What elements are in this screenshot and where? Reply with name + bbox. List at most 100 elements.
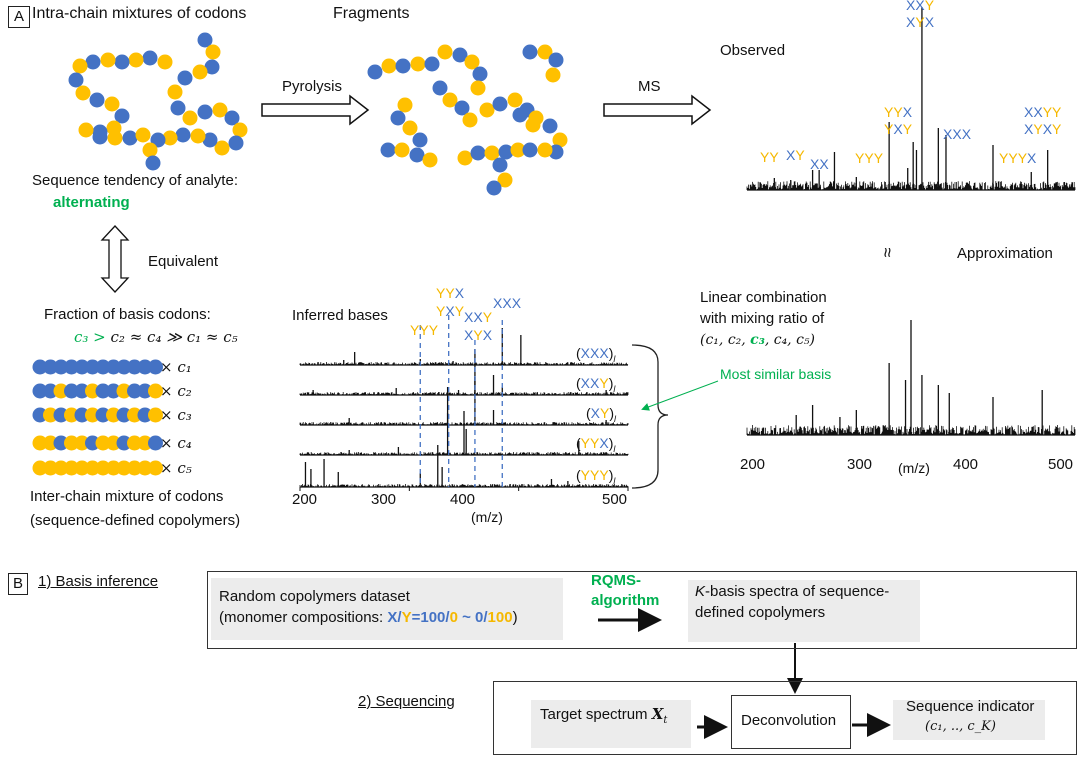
basis-label: (XXY)l (576, 375, 616, 394)
monomer-dot (462, 112, 478, 128)
observed-title: Observed (720, 42, 786, 59)
panel-a-label: A (8, 6, 30, 28)
coef-c4: × c₄ (160, 434, 192, 452)
monomer-dot (157, 54, 173, 70)
step2-title: 2) Sequencing (358, 693, 455, 710)
peak-label: XYXY (1024, 121, 1062, 137)
monomer-dot (137, 359, 153, 375)
monomer-dot (95, 435, 111, 451)
coef-c2: × c₂ (160, 382, 192, 400)
monomer-dot (381, 58, 397, 74)
monomer-dot (510, 142, 526, 158)
monomer-dot (137, 435, 153, 451)
coef-c1: × c₁ (160, 358, 192, 376)
pyrolysis-arrow (261, 94, 370, 126)
monomer-dot (464, 54, 480, 70)
reconstructed-spectrum (746, 320, 1076, 436)
monomer-dot (106, 359, 121, 375)
monomer-dot (395, 58, 411, 74)
monomer-dot (64, 407, 79, 423)
most-similar-arrow (641, 380, 719, 411)
monomer-dot (122, 130, 138, 146)
x-tick: 300 (847, 456, 873, 473)
basis-label: (YYY)l (576, 467, 616, 486)
monomer-dot (68, 72, 84, 88)
monomer-dot (116, 460, 132, 476)
peak-label: YYX (436, 285, 465, 301)
monomer-dot (114, 54, 130, 70)
monomer-dot (214, 140, 230, 156)
monomer-dot (135, 127, 151, 143)
monomer-dot (452, 47, 468, 63)
monomer-dot (484, 145, 500, 161)
equivalent-double-arrow (100, 225, 130, 293)
peak-label: YY (760, 149, 779, 165)
monomer-dot (397, 97, 413, 113)
monomer-dot (116, 359, 132, 375)
monomer-dot (197, 104, 213, 120)
brace (631, 344, 669, 489)
monomer-dot (167, 84, 183, 100)
peak-label: XX (810, 156, 829, 172)
most-similar-label: Most similar basis (720, 366, 832, 382)
monomer-dot (137, 460, 153, 476)
monomer-dot (522, 142, 538, 158)
monomer-dot (85, 383, 100, 399)
monomer-dot (85, 460, 100, 476)
x-tick: 400 (953, 456, 979, 473)
monomer-dot (542, 118, 558, 134)
monomer-dot (492, 96, 508, 112)
monomer-dot (53, 383, 69, 399)
monomer-dot (43, 407, 58, 423)
kbasis-line1: K-basis spectra of sequence- (695, 583, 890, 600)
monomer-dot (72, 58, 88, 74)
monomer-dot (127, 359, 142, 375)
approx-symbol: ≈ (877, 247, 898, 258)
deconvolution-label: Deconvolution (741, 712, 837, 729)
peak-label: XXYY (1024, 104, 1062, 120)
peak-label: XYX (906, 14, 935, 30)
monomer-dot (148, 435, 163, 451)
dataset-line1: Random copolymers dataset (219, 588, 410, 605)
indicator-symbol: (c₁, .., c_K) (925, 719, 996, 734)
monomer-dot (454, 100, 470, 116)
monomer-dot (228, 135, 244, 151)
monomer-dot (43, 383, 58, 399)
monomer-dot (212, 102, 228, 118)
monomer-dot (74, 460, 90, 476)
monomer-dot (116, 435, 132, 451)
x-tick: 500 (602, 491, 628, 508)
monomer-dot (53, 407, 69, 423)
inferred-title: Inferred bases (292, 307, 388, 324)
monomer-dot (402, 120, 418, 136)
monomer-dot (95, 359, 111, 375)
monomer-dot (150, 132, 166, 148)
monomer-dot (116, 407, 132, 423)
algo-label-1: RQMS- (591, 572, 641, 589)
monomer-dot (142, 50, 158, 66)
peak-label: YXY (436, 303, 465, 319)
monomer-dot (390, 110, 406, 126)
monomer-dot (380, 142, 396, 158)
monomer-dot (32, 460, 48, 476)
peak-label: YYYX (999, 150, 1037, 166)
monomer-dot (116, 383, 132, 399)
kbasis-box (688, 580, 920, 642)
monomer-dot (424, 56, 440, 72)
target-label: Target spectrum Xt (540, 705, 668, 726)
x-tick: 200 (292, 491, 318, 508)
monomer-dot (442, 92, 458, 108)
monomer-dot (492, 157, 508, 173)
monomer-dot (106, 407, 121, 423)
monomer-dot (95, 383, 111, 399)
monomer-dot (142, 142, 158, 158)
monomer-dot (197, 32, 213, 48)
monomer-dot (32, 383, 48, 399)
monomer-dot (412, 132, 428, 148)
peak-label: XXY (464, 309, 493, 325)
monomer-dot (148, 460, 163, 476)
coef-c5: × c₅ (160, 459, 192, 477)
monomer-dot (106, 460, 121, 476)
peak-label: YXY (884, 121, 913, 137)
monomer-dot (232, 122, 248, 138)
